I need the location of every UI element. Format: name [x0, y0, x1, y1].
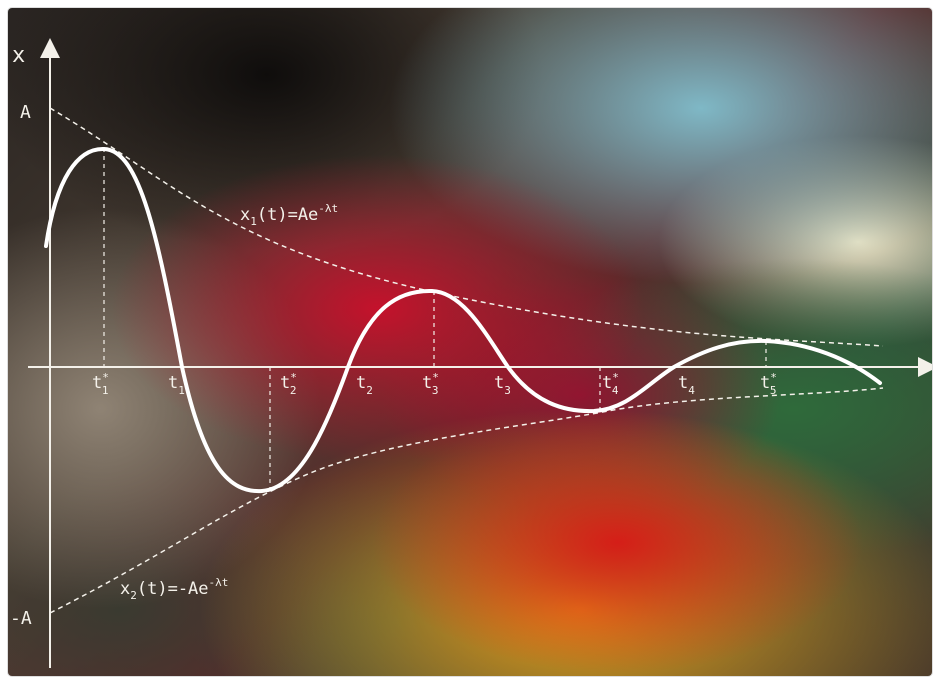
- amplitude-label-top: A: [20, 102, 31, 123]
- diagram-canvas: x A -A x1(t)=Ae-λt x2(t)=-Ae-λt t* 1 t1 t…: [8, 8, 932, 676]
- x-axis-label: x: [12, 43, 25, 68]
- t-star-4-label: t* 4: [602, 371, 619, 397]
- t-star-5-label: t* 5: [760, 371, 777, 397]
- t-2-label: t2: [356, 373, 373, 397]
- damped-oscillation-curve: [44, 146, 882, 494]
- t-star-1-label: t* 1: [92, 371, 109, 397]
- t-3-label: t3: [494, 373, 511, 397]
- damped-oscillation-diagram: x A -A x1(t)=Ae-λt x2(t)=-Ae-λt t* 1 t1 t…: [10, 38, 932, 668]
- t-star-3-label: t* 3: [422, 371, 439, 397]
- amplitude-label-bottom: -A: [10, 608, 32, 629]
- t-star-2-label: t* 2: [280, 371, 297, 397]
- t-1-label: t1: [168, 373, 185, 397]
- lower-envelope-equation: x2(t)=-Ae-λt: [120, 576, 228, 602]
- upper-envelope-equation: x1(t)=Ae-λt: [240, 202, 338, 228]
- t-4-label: t4: [678, 373, 695, 397]
